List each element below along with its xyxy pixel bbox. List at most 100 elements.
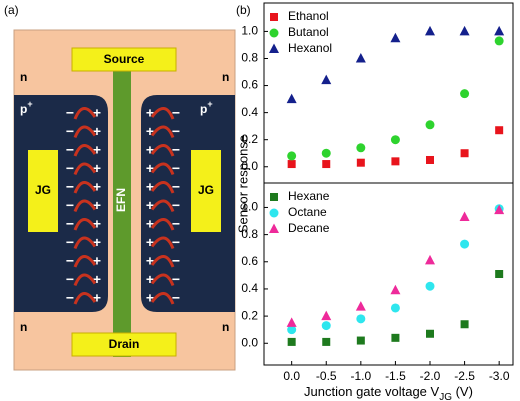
marker: [494, 204, 505, 215]
plus-charge: +: [93, 142, 101, 158]
carrier-arrow: [73, 107, 97, 120]
minus-charge: −: [172, 123, 180, 139]
marker: [425, 120, 435, 130]
carrier-arrow: [73, 273, 97, 287]
legend-label: Octane: [288, 205, 327, 219]
marker: [355, 301, 366, 311]
x-tick-label: -1.5: [385, 369, 406, 383]
marker: [425, 281, 435, 291]
plus-charge: +: [93, 271, 101, 287]
n-label: n: [20, 320, 27, 334]
marker: [495, 126, 504, 135]
x-axis-label-text: Junction gate voltage V: [304, 384, 439, 399]
minus-charge: −: [66, 105, 74, 121]
carrier-arrow: [73, 255, 97, 268]
plus-charge: +: [146, 271, 154, 287]
plus-charge: +: [146, 290, 154, 306]
panel-label: (b): [236, 3, 251, 17]
legend-label: Butanol: [288, 25, 329, 39]
marker: [391, 333, 400, 342]
legend-label: Hexane: [288, 189, 330, 203]
marker: [426, 155, 434, 164]
marker: [287, 325, 297, 335]
carrier-arrow: [73, 181, 97, 194]
marker: [495, 270, 504, 278]
marker: [459, 211, 470, 221]
plus-charge: +: [93, 105, 101, 121]
carrier-arrow: [150, 162, 175, 176]
minus-charge: −: [66, 271, 74, 287]
plus-charge: +: [93, 123, 101, 139]
carrier-arrow: [73, 162, 97, 176]
minus-charge: −: [66, 179, 74, 195]
marker: [286, 317, 297, 327]
carrier-arrow: [150, 125, 175, 139]
plot-frame: [263, 182, 514, 366]
x-axis-label: Junction gate voltage VJG (V): [304, 384, 473, 401]
carrier-arrow: [150, 236, 175, 250]
plus-charge: +: [146, 179, 154, 195]
legend-label: Ethanol: [288, 9, 329, 23]
plus-charge: +: [93, 234, 101, 250]
gate-label: JG: [35, 183, 51, 197]
legend-label: Hexanol: [288, 41, 332, 55]
y-tick-label: 0.2: [241, 132, 258, 146]
minus-charge: −: [172, 271, 180, 287]
gate-left: [28, 150, 58, 232]
marker: [390, 135, 400, 145]
minus-charge: −: [66, 197, 74, 213]
marker: [270, 13, 278, 21]
carrier-arrow: [150, 255, 175, 268]
plus-charge: +: [93, 179, 101, 195]
marker: [287, 160, 296, 169]
n-label: n: [222, 70, 229, 84]
marker: [270, 193, 278, 201]
marker: [356, 143, 366, 153]
y-tick-label: 1.0: [241, 24, 258, 38]
marker: [425, 254, 435, 265]
y-tick-label: 0.2: [241, 308, 258, 322]
marker: [460, 320, 469, 329]
x-tick-label: 0.0: [283, 369, 300, 383]
source-label: Source: [104, 52, 145, 66]
plus-charge: +: [146, 234, 154, 250]
marker: [321, 310, 332, 321]
marker: [459, 25, 470, 36]
minus-charge: −: [66, 234, 74, 250]
x-tick-label: -3.0: [489, 369, 510, 383]
marker: [425, 25, 435, 36]
marker: [460, 149, 469, 158]
carrier-arrow: [73, 218, 97, 231]
minus-charge: −: [172, 253, 180, 269]
marker: [322, 160, 331, 169]
carrier-arrow: [73, 236, 97, 250]
minus-charge: −: [66, 142, 74, 158]
plus-charge: +: [146, 105, 154, 121]
marker: [390, 32, 401, 43]
minus-charge: −: [172, 105, 180, 121]
marker: [356, 158, 365, 167]
n-label: n: [222, 320, 229, 334]
minus-charge: −: [172, 197, 180, 213]
p-label: p+: [200, 99, 213, 116]
gate-label: JG: [198, 183, 214, 197]
carrier-arrow: [150, 107, 175, 120]
y-tick-label: 0.0: [241, 159, 258, 173]
x-tick-label: -0.5: [316, 369, 337, 383]
device-diagram: (a) Source Drain n n n n p+ p+ JG JG EFN…: [4, 3, 236, 371]
plus-charge: +: [93, 253, 101, 269]
marker: [390, 284, 401, 295]
y-tick-label: 0.4: [241, 281, 258, 295]
carrier-arrow: [150, 199, 175, 213]
x-axis-label-sub: JG: [439, 392, 452, 401]
marker: [269, 28, 279, 38]
marker: [287, 151, 297, 161]
carrier-arrow: [73, 292, 97, 305]
carrier-arrow: [73, 125, 97, 139]
plus-charge: +: [93, 197, 101, 213]
minus-charge: −: [172, 234, 180, 250]
y-tick-label: 0.4: [241, 105, 258, 119]
marker: [356, 314, 366, 324]
plus-charge: +: [146, 123, 154, 139]
